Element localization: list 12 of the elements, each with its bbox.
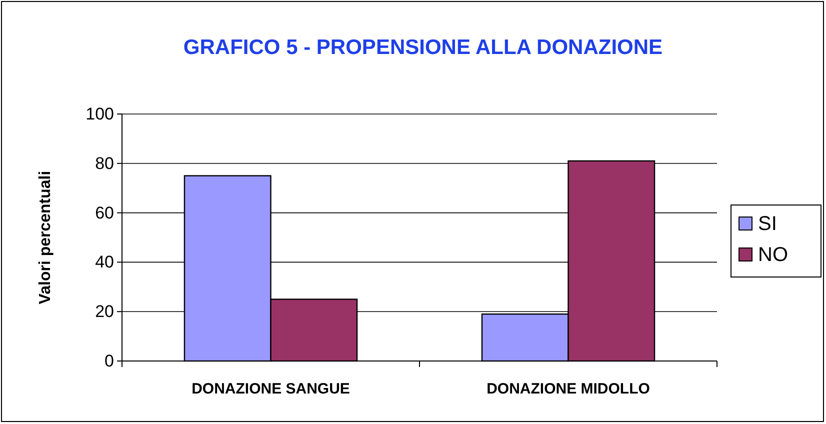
y-tick-label: 60: [95, 203, 114, 222]
legend-label: NO: [758, 244, 788, 266]
y-tick-label: 100: [86, 104, 114, 124]
y-tick-label: 0: [104, 351, 114, 370]
y-axis-title: Valori percentuali: [37, 170, 54, 304]
x-tick-label: DONAZIONE SANGUE: [192, 380, 350, 398]
chart-title: GRAFICO 5 - PROPENSIONE ALLA DONAZIONE: [183, 36, 663, 59]
x-tick-label: DONAZIONE MIDOLLO: [486, 380, 650, 398]
legend-label: SI: [758, 213, 777, 235]
y-tick-label: 40: [95, 252, 114, 272]
y-tick-label: 80: [95, 154, 114, 173]
y-tick-label: 20: [95, 302, 114, 322]
